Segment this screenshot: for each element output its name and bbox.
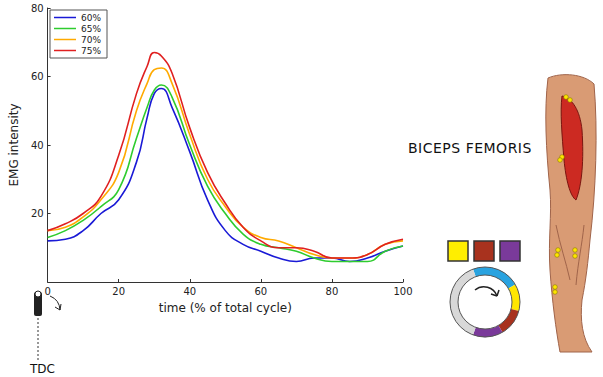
svg-text:EMG intensity: EMG intensity bbox=[7, 103, 21, 186]
svg-text:60: 60 bbox=[254, 286, 267, 297]
svg-text:40: 40 bbox=[31, 140, 44, 151]
svg-text:100: 100 bbox=[393, 286, 412, 297]
svg-text:20: 20 bbox=[31, 208, 44, 219]
svg-text:80: 80 bbox=[326, 286, 339, 297]
svg-text:65%: 65% bbox=[81, 24, 101, 34]
svg-text:70%: 70% bbox=[81, 35, 101, 45]
svg-text:BICEPS FEMORIS: BICEPS FEMORIS bbox=[408, 140, 532, 156]
svg-text:80: 80 bbox=[31, 3, 44, 14]
svg-text:75%: 75% bbox=[81, 46, 101, 56]
svg-text:20: 20 bbox=[112, 286, 125, 297]
svg-text:60: 60 bbox=[31, 71, 44, 82]
svg-text:time (% of total cycle): time (% of total cycle) bbox=[159, 301, 292, 315]
svg-text:60%: 60% bbox=[81, 13, 101, 23]
svg-text:0: 0 bbox=[44, 286, 50, 297]
svg-text:TDC: TDC bbox=[29, 362, 55, 376]
svg-text:40: 40 bbox=[183, 286, 196, 297]
